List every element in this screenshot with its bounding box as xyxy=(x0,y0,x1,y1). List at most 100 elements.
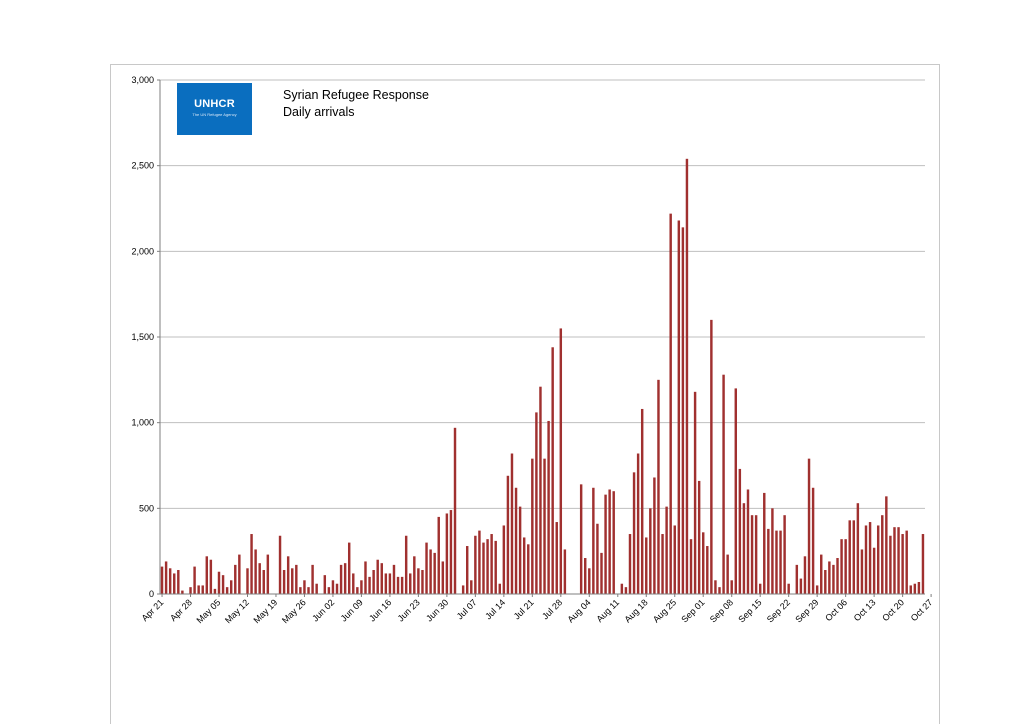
x-tick-label: Jun 02 xyxy=(310,597,336,623)
bar xyxy=(380,563,383,594)
x-tick-label: Jul 14 xyxy=(483,597,507,621)
bar xyxy=(893,527,896,594)
bar xyxy=(453,427,457,594)
bar xyxy=(706,546,709,594)
bar xyxy=(799,578,803,594)
bar xyxy=(193,566,196,594)
bar xyxy=(685,158,689,594)
bar xyxy=(173,573,176,594)
bar xyxy=(588,568,591,594)
bar xyxy=(478,530,481,594)
x-tick-label: Aug 18 xyxy=(622,597,649,624)
bar xyxy=(856,503,860,594)
x-tick-label: Sep 08 xyxy=(708,597,735,624)
bar xyxy=(234,564,237,594)
bar xyxy=(352,573,355,594)
bar xyxy=(669,213,672,594)
bar xyxy=(250,534,253,594)
bar xyxy=(600,552,603,594)
bar xyxy=(343,563,347,594)
bar xyxy=(311,564,314,594)
bar xyxy=(335,583,339,594)
bar xyxy=(364,561,367,594)
bar xyxy=(470,580,473,594)
bar xyxy=(527,544,530,594)
bar xyxy=(795,564,799,594)
x-tick-label: Aug 11 xyxy=(594,597,621,624)
bar xyxy=(177,570,180,594)
bars xyxy=(160,158,925,595)
x-tick-label: Oct 06 xyxy=(823,597,849,623)
bar xyxy=(815,585,819,594)
bar xyxy=(201,585,204,594)
bar xyxy=(779,530,782,594)
title-line-2: Daily arrivals xyxy=(283,105,355,119)
bar xyxy=(783,515,786,594)
bar xyxy=(636,453,640,594)
bar xyxy=(229,580,233,594)
bar xyxy=(433,552,436,594)
bar xyxy=(429,549,432,594)
bar xyxy=(624,587,628,594)
axes xyxy=(157,79,932,597)
bar xyxy=(514,487,518,594)
bar xyxy=(872,547,876,594)
bar xyxy=(876,525,880,594)
bar xyxy=(771,508,774,594)
bar xyxy=(388,573,392,594)
bar xyxy=(205,556,209,594)
x-tick-label: May 19 xyxy=(251,597,279,625)
bar xyxy=(547,420,550,594)
bar xyxy=(213,588,217,594)
bar xyxy=(824,570,827,594)
bar xyxy=(396,576,400,594)
y-tick-label: 2,000 xyxy=(131,246,154,256)
bar xyxy=(608,489,611,594)
x-tick-label: May 12 xyxy=(223,597,251,625)
bar xyxy=(551,347,554,594)
bar xyxy=(738,468,742,594)
x-tick-label: Jun 09 xyxy=(339,597,365,623)
bar xyxy=(291,568,294,594)
bar xyxy=(897,527,900,594)
bar xyxy=(262,570,265,594)
bar xyxy=(689,539,693,594)
bar xyxy=(339,564,343,594)
bar xyxy=(620,583,624,594)
bar xyxy=(844,539,847,594)
bar xyxy=(677,220,681,595)
x-tick-label: Jun 16 xyxy=(367,597,393,623)
x-tick-label: May 05 xyxy=(194,597,222,625)
bar xyxy=(209,559,213,594)
bar xyxy=(482,542,485,594)
bar xyxy=(327,587,331,594)
bar xyxy=(767,528,770,594)
bar xyxy=(181,590,184,594)
y-tick-label: 1,500 xyxy=(131,332,154,342)
unhcr-logo: UNHCR The UN Refugee Agency xyxy=(177,83,252,135)
bar xyxy=(543,458,546,594)
bar xyxy=(864,525,868,594)
x-tick-label: Aug 04 xyxy=(565,597,592,624)
bar xyxy=(714,580,717,594)
x-tick-label: Jul 07 xyxy=(455,597,479,621)
bar xyxy=(763,492,766,594)
bar xyxy=(592,487,595,594)
bar xyxy=(376,559,379,594)
bar xyxy=(474,535,477,594)
bar xyxy=(640,408,644,594)
bar xyxy=(775,530,778,594)
y-tick-labels: 0 500 1,000 1,500 2,000 2,500 3,000 xyxy=(131,75,154,599)
x-tick-label: Jul 28 xyxy=(540,597,564,621)
bar xyxy=(579,484,583,594)
bar xyxy=(254,549,257,594)
bar xyxy=(164,561,168,594)
title-line-1: Syrian Refugee Response xyxy=(283,88,429,102)
bar xyxy=(409,573,412,594)
bar xyxy=(803,556,807,594)
bar xyxy=(913,583,917,594)
bar xyxy=(221,575,225,594)
bar xyxy=(742,503,746,594)
bar xyxy=(734,388,737,594)
